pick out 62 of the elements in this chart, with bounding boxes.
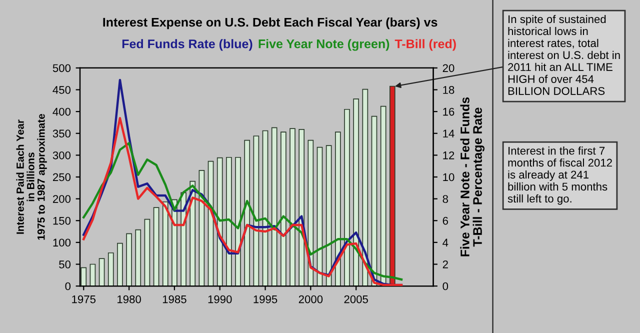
bar — [90, 264, 96, 286]
bar — [117, 242, 123, 286]
bar — [162, 201, 168, 286]
y2-tick-label: 14 — [443, 130, 454, 138]
bar — [144, 218, 150, 286]
text: T-Bill (red) — [394, 39, 456, 51]
y-tick-label: 500 — [52, 64, 71, 72]
y-tick-label: 450 — [52, 86, 71, 94]
y-tick-label: 350 — [52, 130, 71, 138]
bar — [126, 233, 132, 286]
x-tick-label: 2000 — [298, 295, 323, 304]
y2-tick-label: 2 — [442, 260, 448, 268]
bar — [135, 229, 142, 286]
y2-axis-title: Five Year Note - Fed Funds T-Bill - Percentage Rate — [460, 97, 484, 256]
x-tick-label: 2005 — [344, 295, 368, 304]
line-series — [82, 142, 403, 281]
bar — [235, 156, 241, 286]
y2-tick-label: 0 — [442, 282, 448, 290]
y-tick-label: 400 — [52, 108, 71, 116]
y-tick-label: 200 — [52, 195, 71, 203]
bar — [271, 127, 278, 286]
bar — [153, 207, 160, 286]
y2-tick-label: 4 — [442, 238, 448, 246]
y2-tick-label: 12 — [443, 151, 454, 160]
bar — [216, 157, 223, 286]
bar — [298, 129, 305, 286]
bar — [353, 98, 360, 286]
text: Fed Funds Rate (blue) — [122, 39, 252, 51]
bar — [326, 145, 332, 286]
bar — [108, 252, 114, 286]
y-tick-label: 50 — [59, 260, 71, 268]
bar — [335, 132, 341, 286]
line-series — [82, 116, 403, 286]
y-tick-label: 250 — [52, 173, 71, 182]
y2-tick-label: 10 — [443, 173, 454, 182]
y2-tick-label: 8 — [442, 195, 448, 203]
x-tick-label: 1985 — [162, 295, 186, 304]
bar — [290, 128, 296, 286]
y-tick-label: 150 — [53, 216, 71, 225]
y2-tick-label: 20 — [442, 64, 454, 72]
bar — [98, 258, 105, 286]
annotation: In spite of sustained historical lows in interest rates, total interest on U.S. debt in 2011 hit an ALL TIME HIGH of over 454 BILLION DOLLARS — [508, 14, 620, 95]
bar — [226, 156, 232, 286]
x-tick-label: 1980 — [118, 295, 141, 304]
y2-tick-label: 6 — [442, 216, 448, 225]
y-tick-label: 0 — [65, 282, 71, 290]
text: Interest in the first 7 months of fiscal 2012 is already at 241 billion with 5 months still left to go. — [508, 146, 612, 205]
y2-tick-label: 16 — [443, 108, 454, 116]
y-tick-label: 300 — [52, 151, 71, 160]
bar — [344, 108, 350, 286]
bar — [316, 146, 323, 286]
y-axis-title: Interest Paid Each Year in Billions 1975 to 1987 approximate — [16, 114, 47, 240]
bar — [80, 267, 87, 286]
x-tick-label: 1990 — [208, 295, 232, 304]
x-tick-label: 1995 — [254, 295, 278, 304]
y2-tick-label: 18 — [443, 86, 454, 94]
bar — [280, 132, 286, 286]
text: Five Year Note (green) — [258, 39, 390, 51]
x-tick-label: 1975 — [72, 295, 96, 304]
y-tick-label: 100 — [53, 238, 71, 247]
chart-title: Interest Expense on U.S. Debt Each Fiscal Year (bars) vs — [103, 17, 438, 30]
bar — [244, 140, 250, 286]
